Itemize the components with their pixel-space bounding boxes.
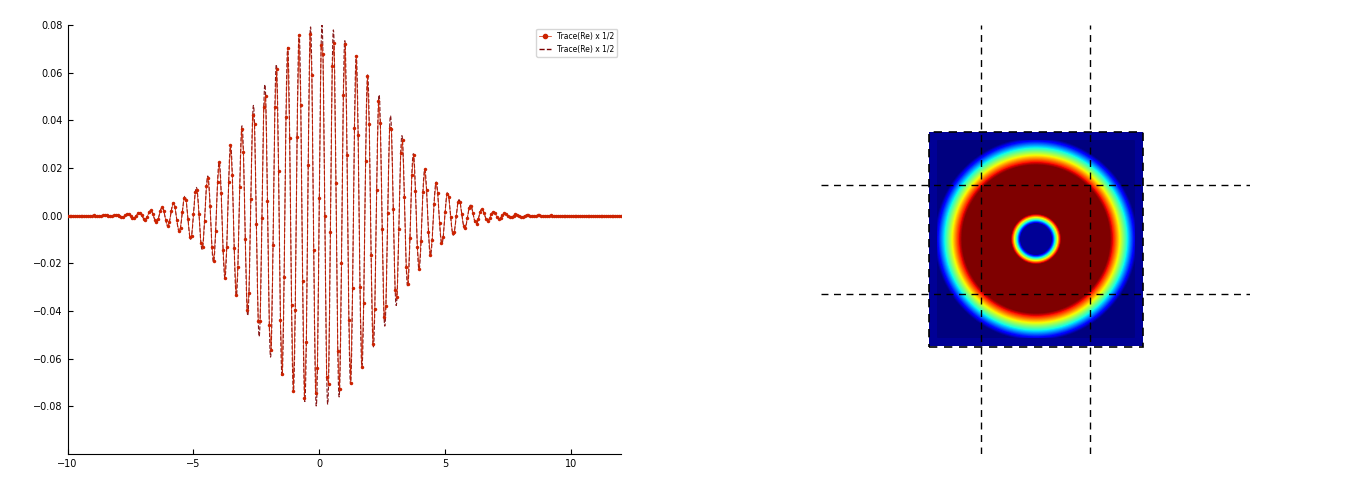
Bar <box>928 132 1143 347</box>
Legend: Trace(Re) x 1/2, Trace(Re) x 1/2: Trace(Re) x 1/2, Trace(Re) x 1/2 <box>536 29 617 57</box>
